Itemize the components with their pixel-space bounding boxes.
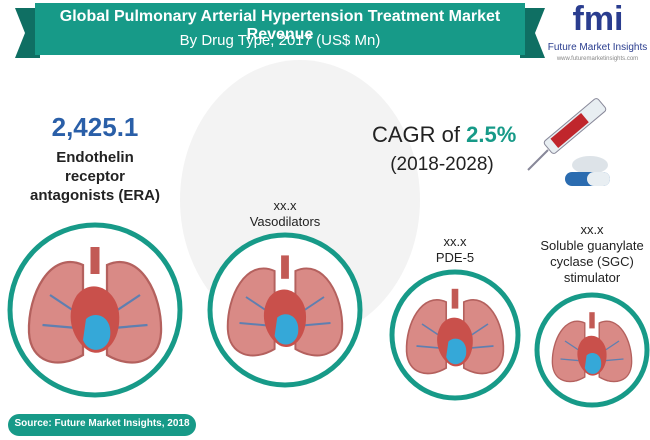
segment-value: 2,425.1 (51, 112, 139, 142)
subtitle: By Drug Type, 2017 (US$ Mn) (179, 32, 381, 49)
source-badge (8, 414, 196, 436)
cagr-prefix: CAGR of (372, 122, 461, 147)
cagr: CAGR of 2.5% (372, 122, 522, 148)
source: Source: Future Market Insights, 2018 (14, 418, 190, 429)
banner (35, 3, 525, 55)
segment-label: Vasodilators (249, 214, 321, 229)
banner-tail (15, 8, 40, 58)
banner-tail (520, 8, 545, 58)
logo-name: Future Market Insights (547, 42, 648, 53)
syringe-icon (527, 98, 610, 186)
logo-mark: fmi (572, 0, 624, 38)
cagr-period: (2018-2028) (390, 154, 494, 175)
cagr-rate: 2.5% (466, 122, 517, 147)
segment-value: xx.x (273, 198, 297, 213)
segment-value: xx.x (580, 222, 604, 237)
logo-url: www.futuremarketinsights.com (556, 56, 639, 62)
segment-label: Soluble guanylate cyclase (SGC) stimulat… (540, 238, 644, 285)
segment-label: Endothelin receptor antagonists (ERA) (30, 149, 161, 204)
segment-value: xx.x (443, 234, 467, 249)
title: Global Pulmonary Arterial Hypertension T… (59, 8, 501, 43)
segment-label: PDE-5 (435, 250, 475, 265)
